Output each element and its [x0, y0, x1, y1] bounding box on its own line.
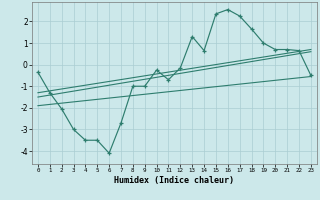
X-axis label: Humidex (Indice chaleur): Humidex (Indice chaleur) — [115, 176, 234, 185]
